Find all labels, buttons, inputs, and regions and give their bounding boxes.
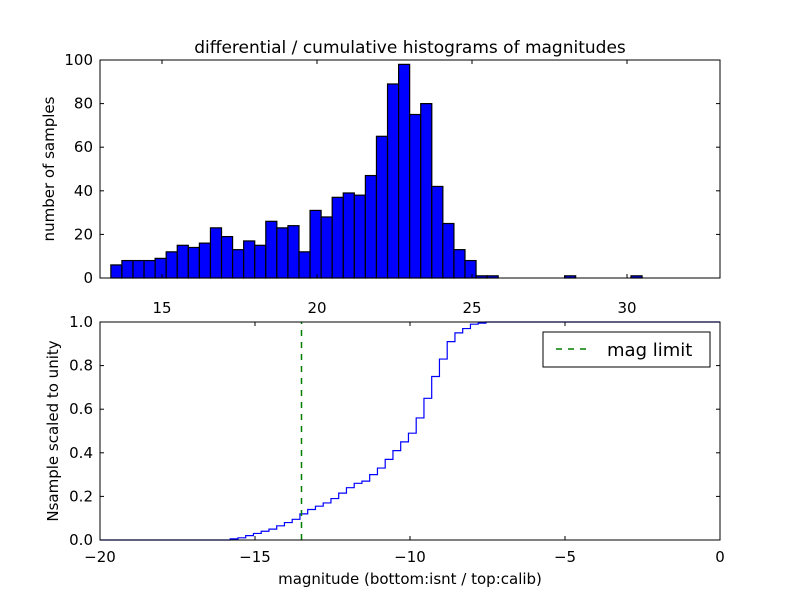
histogram-bar xyxy=(254,244,267,279)
y-tick-label: 0.4 xyxy=(69,444,93,462)
legend-label: mag limit xyxy=(607,340,692,361)
histogram-bar xyxy=(165,251,178,279)
histogram-bar xyxy=(243,240,256,279)
histogram-bar xyxy=(420,102,433,279)
histogram-bar xyxy=(453,249,466,279)
x-tick-label: 0 xyxy=(715,548,725,566)
y-tick-label: 80 xyxy=(74,95,93,113)
histogram-bar xyxy=(409,113,422,279)
axes-frame xyxy=(99,59,721,279)
histogram-bar xyxy=(176,244,189,279)
histogram-bar xyxy=(132,259,145,279)
histogram-bar xyxy=(265,220,278,279)
histogram-bar xyxy=(464,259,477,279)
x-tick-label: −15 xyxy=(239,548,271,566)
chart-title: differential / cumulative histograms of … xyxy=(194,38,626,58)
y-tick-label: 0.8 xyxy=(69,357,93,375)
bottom-xlabel: magnitude (bottom:isnt / top:calib) xyxy=(278,570,542,588)
y-tick-label: 0.2 xyxy=(69,487,93,505)
histogram-bar xyxy=(110,264,123,279)
top-ylabel: number of samples xyxy=(40,96,58,241)
histogram-bar xyxy=(154,257,167,279)
histogram-bar xyxy=(386,83,400,279)
x-tick-label: −20 xyxy=(84,548,116,566)
histogram-bar xyxy=(298,251,311,279)
histogram-bar xyxy=(431,185,444,279)
histogram-bar xyxy=(397,63,411,279)
x-tick-label: 20 xyxy=(307,299,326,317)
legend: mag limit xyxy=(542,331,711,368)
y-tick-label: 0.0 xyxy=(69,531,93,549)
x-tick-label: 15 xyxy=(152,299,171,317)
bottom-ylabel: Nsample scaled to unity xyxy=(44,340,62,521)
x-tick-label: −10 xyxy=(394,548,426,566)
histogram-bar xyxy=(143,259,156,279)
bottom-axes: −20 −15 −10 −5 0 0.0 0.2 0.4 0.6 0.8 1.0 xyxy=(69,313,725,566)
y-tick-label: 0 xyxy=(83,269,93,287)
histogram-bar xyxy=(209,227,223,279)
x-tick-label: −5 xyxy=(554,548,576,566)
histogram-bar xyxy=(287,225,300,279)
histogram-bar xyxy=(276,227,289,279)
histogram-bar xyxy=(342,192,355,279)
histogram-bar xyxy=(231,249,245,279)
histogram-bar xyxy=(364,174,378,279)
histogram-bar xyxy=(442,222,455,279)
histogram-bar xyxy=(309,209,322,279)
x-tick-label: 30 xyxy=(617,299,636,317)
histogram-bar xyxy=(220,235,234,279)
y-tick-label: 40 xyxy=(74,182,93,200)
histogram-bar xyxy=(353,194,366,279)
y-tick-label: 60 xyxy=(74,138,93,156)
top-axes: 15 20 25 30 0 20 40 60 80 100 xyxy=(64,51,721,317)
histogram-bar xyxy=(121,259,134,279)
y-tick-label: 100 xyxy=(64,51,93,69)
cumulative-line xyxy=(100,321,720,541)
histogram-bar xyxy=(375,135,389,279)
histogram-bar xyxy=(320,216,333,279)
y-tick-label: 1.0 xyxy=(69,313,93,331)
histogram-bar xyxy=(198,242,212,279)
histogram-bar xyxy=(331,196,344,279)
y-tick-label: 0.6 xyxy=(69,400,93,418)
x-tick-label: 25 xyxy=(462,299,481,317)
y-tick-label: 20 xyxy=(74,225,93,243)
histogram-bar xyxy=(187,246,200,279)
